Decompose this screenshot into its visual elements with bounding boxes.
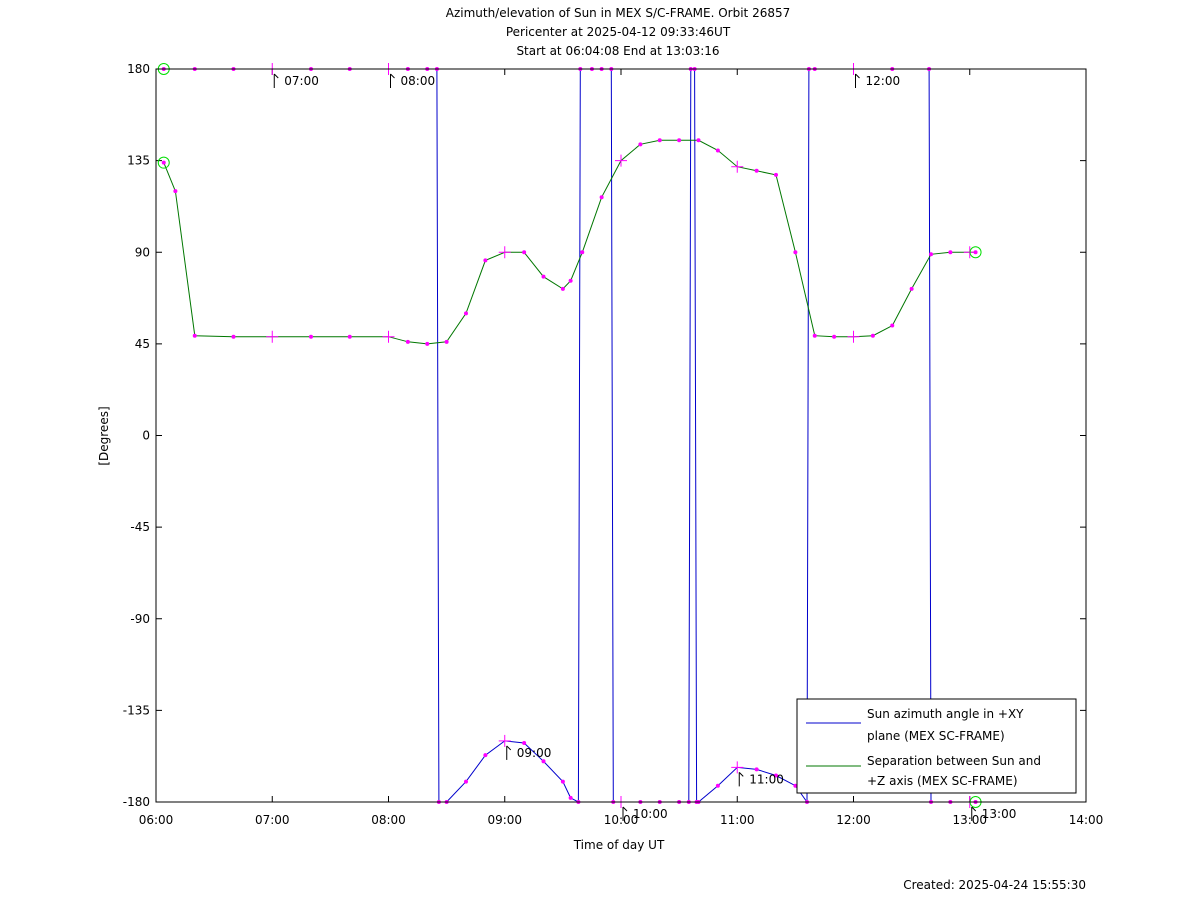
series-1-point-23 bbox=[677, 138, 682, 143]
series-1-point-8 bbox=[405, 339, 410, 344]
created-footer: Created: 2025-04-24 15:55:30 bbox=[903, 878, 1086, 892]
series-1-point-9 bbox=[425, 341, 430, 346]
series-1-point-35 bbox=[909, 286, 914, 291]
chart-title: Azimuth/elevation of Sun in MEX S/C-FRAM… bbox=[446, 6, 791, 20]
y-tick-label-7: -135 bbox=[123, 703, 150, 717]
series-1-point-19 bbox=[599, 195, 604, 200]
series-1-point-6 bbox=[347, 334, 352, 339]
y-tick-label-4: 0 bbox=[142, 429, 150, 443]
series-0-point-16 bbox=[541, 759, 546, 764]
series-1-point-17 bbox=[568, 278, 573, 283]
annotation-label-0: 07:00 bbox=[284, 74, 319, 88]
series-1-endpoint-0 bbox=[157, 156, 170, 169]
series-0-point-12 bbox=[464, 779, 468, 784]
series-1-point-22 bbox=[657, 138, 662, 143]
annotation-arrowhead-5 bbox=[855, 73, 860, 79]
series-1-point-37 bbox=[948, 250, 953, 255]
y-tick-label-5: -45 bbox=[130, 520, 150, 534]
series-1-point-39 bbox=[973, 250, 978, 255]
x-tick-label-8: 14:00 bbox=[1069, 813, 1104, 827]
annotation-label-6: 13:00 bbox=[982, 807, 1017, 821]
series-0-point-18 bbox=[568, 795, 573, 800]
series-1-point-11 bbox=[464, 311, 468, 316]
series-0-point-15 bbox=[522, 740, 527, 745]
series-0-point-13 bbox=[483, 753, 488, 758]
x-tick-label-4: 10:00 bbox=[604, 813, 639, 827]
series-1-point-30 bbox=[812, 333, 817, 338]
series-0-point-38 bbox=[793, 783, 798, 788]
series-1-point-2 bbox=[192, 333, 197, 338]
series-0-point-37 bbox=[774, 773, 778, 778]
annotation-label-5: 12:00 bbox=[866, 74, 901, 88]
series-1-point-0 bbox=[161, 160, 166, 165]
y-tick-label-2: 90 bbox=[135, 245, 150, 259]
y-tick-label-8: -180 bbox=[123, 795, 150, 809]
legend-box bbox=[796, 698, 1077, 794]
legend-label-separation-1: Separation between Sun and bbox=[867, 754, 1041, 768]
x-tick-label-2: 08:00 bbox=[371, 813, 406, 827]
series-1-endpoint-39 bbox=[969, 246, 982, 259]
x-tick-label-6: 12:00 bbox=[836, 813, 871, 827]
series-1-point-29 bbox=[793, 250, 798, 255]
series-1-point-1 bbox=[173, 189, 178, 194]
legend: Sun azimuth angle in +XY plane (MEX SC-F… bbox=[796, 698, 1077, 794]
x-tick-label-1: 07:00 bbox=[255, 813, 290, 827]
series-1-point-18 bbox=[580, 250, 585, 255]
series-1-point-27 bbox=[754, 168, 759, 173]
x-tick-label-3: 09:00 bbox=[487, 813, 522, 827]
annotation-arrowhead-1 bbox=[390, 73, 395, 79]
series-1-point-25 bbox=[715, 148, 720, 153]
legend-label-azimuth-2: plane (MEX SC-FRAME) bbox=[867, 729, 1005, 743]
series-line-1 bbox=[163, 139, 976, 345]
series-0-point-34 bbox=[715, 783, 720, 788]
series-0-point-17 bbox=[560, 779, 565, 784]
series-1-point-34 bbox=[890, 323, 895, 328]
legend-label-separation-2: +Z axis (MEX SC-FRAME) bbox=[867, 774, 1018, 788]
annotation-label-4: 11:00 bbox=[749, 772, 784, 786]
y-tick-label-0: 180 bbox=[127, 62, 150, 76]
y-tick-label-3: 45 bbox=[135, 337, 150, 351]
series-1-point-36 bbox=[929, 252, 933, 257]
chart-subtitle-2: Start at 06:04:08 End at 13:03:16 bbox=[516, 44, 719, 58]
series-line-0 bbox=[163, 69, 976, 802]
x-axis-label: Time of day UT bbox=[573, 838, 665, 852]
annotation-label-2: 09:00 bbox=[517, 746, 552, 760]
annotation-arrowhead-6 bbox=[971, 806, 977, 812]
x-tick-label-0: 06:00 bbox=[139, 813, 174, 827]
x-tick-label-5: 11:00 bbox=[720, 813, 755, 827]
annotation-label-3: 10:00 bbox=[633, 807, 668, 821]
legend-label-azimuth-1: Sun azimuth angle in +XY bbox=[867, 707, 1024, 721]
series-1-point-21 bbox=[638, 142, 643, 147]
series-1-point-3 bbox=[231, 334, 236, 339]
series-1-point-31 bbox=[832, 334, 837, 339]
series-1-point-15 bbox=[541, 274, 546, 279]
annotation-arrowhead-2 bbox=[506, 745, 512, 751]
annotation-arrowhead-4 bbox=[738, 772, 744, 777]
x-tick-label-7: 13:00 bbox=[952, 813, 987, 827]
y-axis-label: [Degrees] bbox=[97, 406, 111, 465]
series-0-point-36 bbox=[754, 767, 759, 772]
plot-frame bbox=[155, 68, 1087, 803]
chart-subtitle-1: Pericenter at 2025-04-12 09:33:46UT bbox=[506, 25, 731, 39]
annotation-label-1: 08:00 bbox=[401, 74, 436, 88]
series-1-point-5 bbox=[309, 334, 313, 339]
series-1-point-12 bbox=[483, 258, 488, 263]
y-tick-label-6: -90 bbox=[130, 612, 150, 626]
series-1-point-33 bbox=[870, 333, 875, 338]
annotation-arrowhead-3 bbox=[622, 806, 628, 812]
series-1-point-16 bbox=[560, 286, 565, 291]
y-tick-label-1: 135 bbox=[127, 154, 150, 168]
series-1-point-24 bbox=[696, 138, 701, 143]
annotation-arrowhead-0 bbox=[273, 73, 279, 79]
series-1-point-10 bbox=[444, 339, 449, 344]
series-1-point-14 bbox=[522, 250, 527, 255]
series-1-point-28 bbox=[774, 172, 778, 177]
